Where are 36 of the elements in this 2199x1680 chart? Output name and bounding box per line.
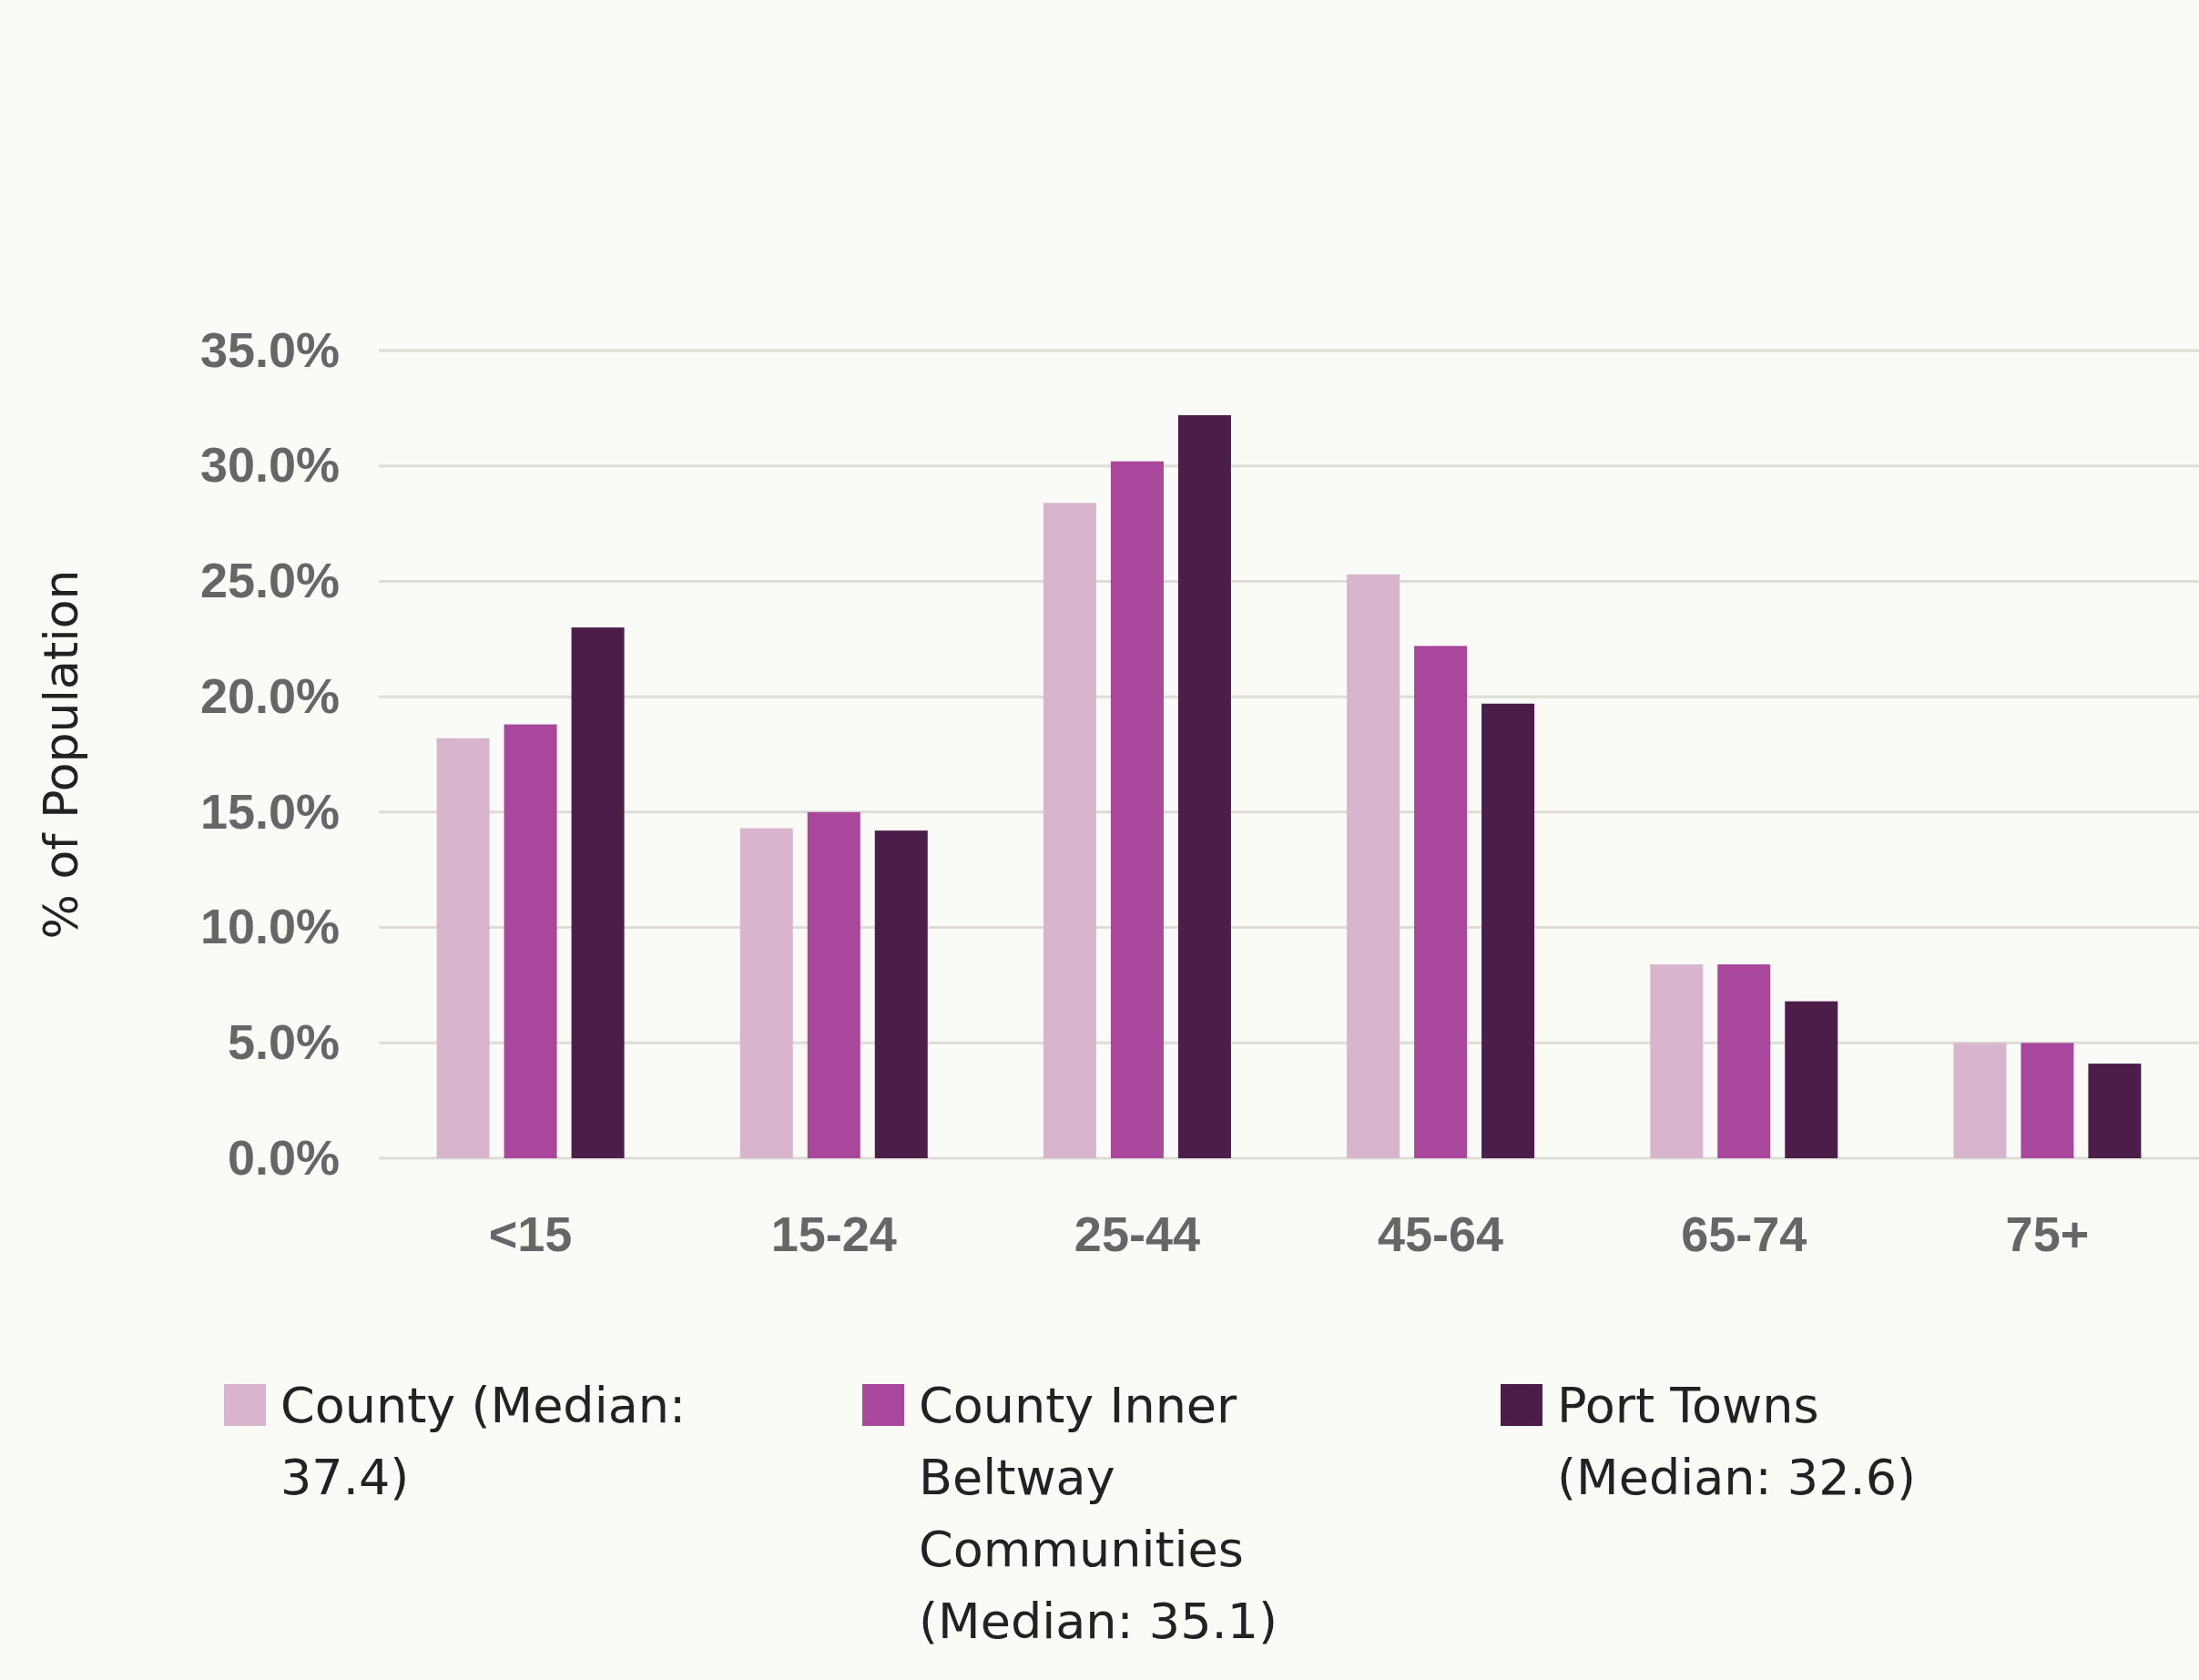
- y-tick-label: 5.0%: [227, 1014, 340, 1070]
- x-tick-label: 25-44: [1074, 1206, 1200, 1261]
- bar: [1414, 646, 1468, 1158]
- x-tick-label: 75+: [2005, 1206, 2090, 1261]
- bar: [1110, 461, 1164, 1158]
- bar: [739, 828, 793, 1158]
- y-tick-label: 10.0%: [199, 899, 340, 954]
- y-tick-label: 15.0%: [199, 783, 340, 839]
- bar: [436, 738, 490, 1158]
- x-tick-label: 15-24: [770, 1206, 897, 1261]
- bar: [874, 830, 928, 1158]
- y-tick-label: 0.0%: [227, 1129, 340, 1185]
- bar: [807, 811, 860, 1158]
- bar: [504, 724, 557, 1158]
- bar: [1043, 503, 1096, 1158]
- bar: [1177, 414, 1231, 1158]
- bar: [571, 627, 625, 1158]
- x-tick-label: <15: [488, 1206, 573, 1261]
- legend-label: County Inner Beltway Communities (Median: 35.1): [919, 1377, 1278, 1650]
- y-axis-title: % of Population: [34, 569, 88, 940]
- y-tick-label: 35.0%: [199, 321, 340, 377]
- bar: [1347, 574, 1400, 1158]
- bar: [1717, 964, 1771, 1158]
- bar: [2088, 1064, 2142, 1158]
- y-tick-label: 20.0%: [199, 667, 340, 723]
- bar: [1785, 1001, 1838, 1158]
- y-tick-label: 25.0%: [199, 553, 340, 608]
- bar: [1953, 1043, 2007, 1158]
- bar: [1650, 964, 1704, 1158]
- legend-label: Port Towns (Median: 32.6): [1557, 1377, 1917, 1506]
- x-tick-label: 65-74: [1681, 1206, 1807, 1261]
- legend-label: County (Median: 37.4): [280, 1377, 687, 1506]
- bar: [1481, 703, 1535, 1158]
- y-tick-label: 30.0%: [199, 437, 340, 493]
- bar: [2021, 1043, 2074, 1158]
- x-tick-label: 45-64: [1378, 1206, 1504, 1261]
